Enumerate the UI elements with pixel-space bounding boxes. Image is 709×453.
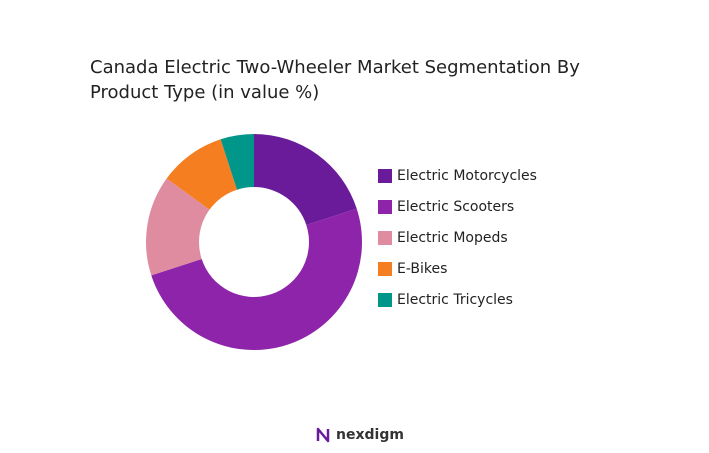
legend-label: Electric Scooters	[397, 199, 514, 215]
legend-label: Electric Mopeds	[397, 230, 508, 246]
brand-name: nexdigm	[336, 427, 404, 443]
legend-label: Electric Tricycles	[397, 292, 513, 308]
legend-swatch	[378, 262, 392, 276]
donut-segment	[254, 134, 357, 226]
legend-swatch	[378, 293, 392, 307]
donut-segment	[146, 178, 210, 276]
chart-title: Canada Electric Two-Wheeler Market Segme…	[90, 57, 580, 103]
brand-logo: nexdigm	[316, 427, 404, 443]
legend-swatch	[378, 200, 392, 214]
legend-label: Electric Motorcycles	[397, 168, 537, 184]
legend-swatch	[378, 169, 392, 183]
donut-segment	[220, 134, 254, 190]
legend-swatch	[378, 231, 392, 245]
donut-segment	[166, 139, 238, 210]
logo-icon	[316, 427, 330, 443]
donut-segment	[151, 208, 362, 350]
legend-label: E-Bikes	[397, 261, 447, 277]
